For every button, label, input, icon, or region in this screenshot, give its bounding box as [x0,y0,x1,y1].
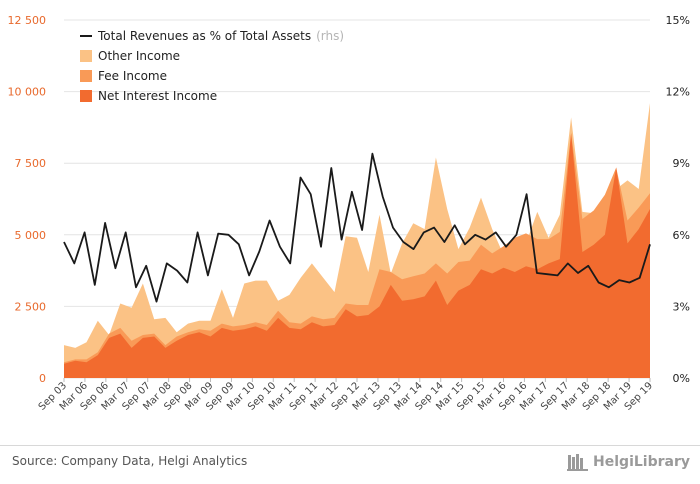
y-left-tick-label: 10 000 [8,86,47,99]
legend-swatch [80,70,92,82]
legend: Total Revenues as % of Total Assets (rhs)… [80,29,344,103]
y-left-tick-label: 5 000 [15,229,47,242]
y-right-tick-label: 12% [666,86,690,99]
y-left-tick-label: 7 500 [15,157,47,170]
legend-label: Other Income [98,49,180,63]
helgi-library-logo[interactable]: HelgiLibrary [567,451,690,473]
y-left-tick-label: 0 [39,372,46,385]
legend-swatch [80,50,92,62]
left-axis-ticks: 0 2 500 5 000 7 500 10 000 12 500 [8,14,47,385]
brand-name: HelgiLibrary [593,454,690,470]
y-right-tick-label: 6% [673,229,690,242]
library-logo-icon [567,454,589,471]
line-series-group [63,152,651,303]
y-right-tick-label: 3% [673,300,690,313]
footer: Source: Company Data, Helgi Analytics He… [0,445,700,484]
legend-label: Total Revenues as % of Total Assets [97,29,311,43]
y-right-tick-label: 0% [673,372,690,385]
source-note: Source: Company Data, Helgi Analytics [12,454,248,468]
y-left-tick-label: 2 500 [15,300,47,313]
total-revenues-pct-line [63,152,651,303]
legend-rhs-note: (rhs) [316,29,344,43]
legend-swatch [80,90,92,102]
net-interest-income-area [64,133,650,378]
right-axis-ticks: 0% 3% 6% 9% 12% 15% [666,14,690,385]
y-right-tick-label: 15% [666,14,690,27]
legend-label: Net Interest Income [98,89,217,103]
y-right-tick-label: 9% [673,157,690,170]
chart: 0 2 500 5 000 7 500 10 000 12 500 0% 3% 6% 9% 12%… [8,14,691,413]
area-series-group [64,103,650,378]
y-left-tick-label: 12 500 [8,14,47,27]
legend-label: Fee Income [98,69,167,83]
